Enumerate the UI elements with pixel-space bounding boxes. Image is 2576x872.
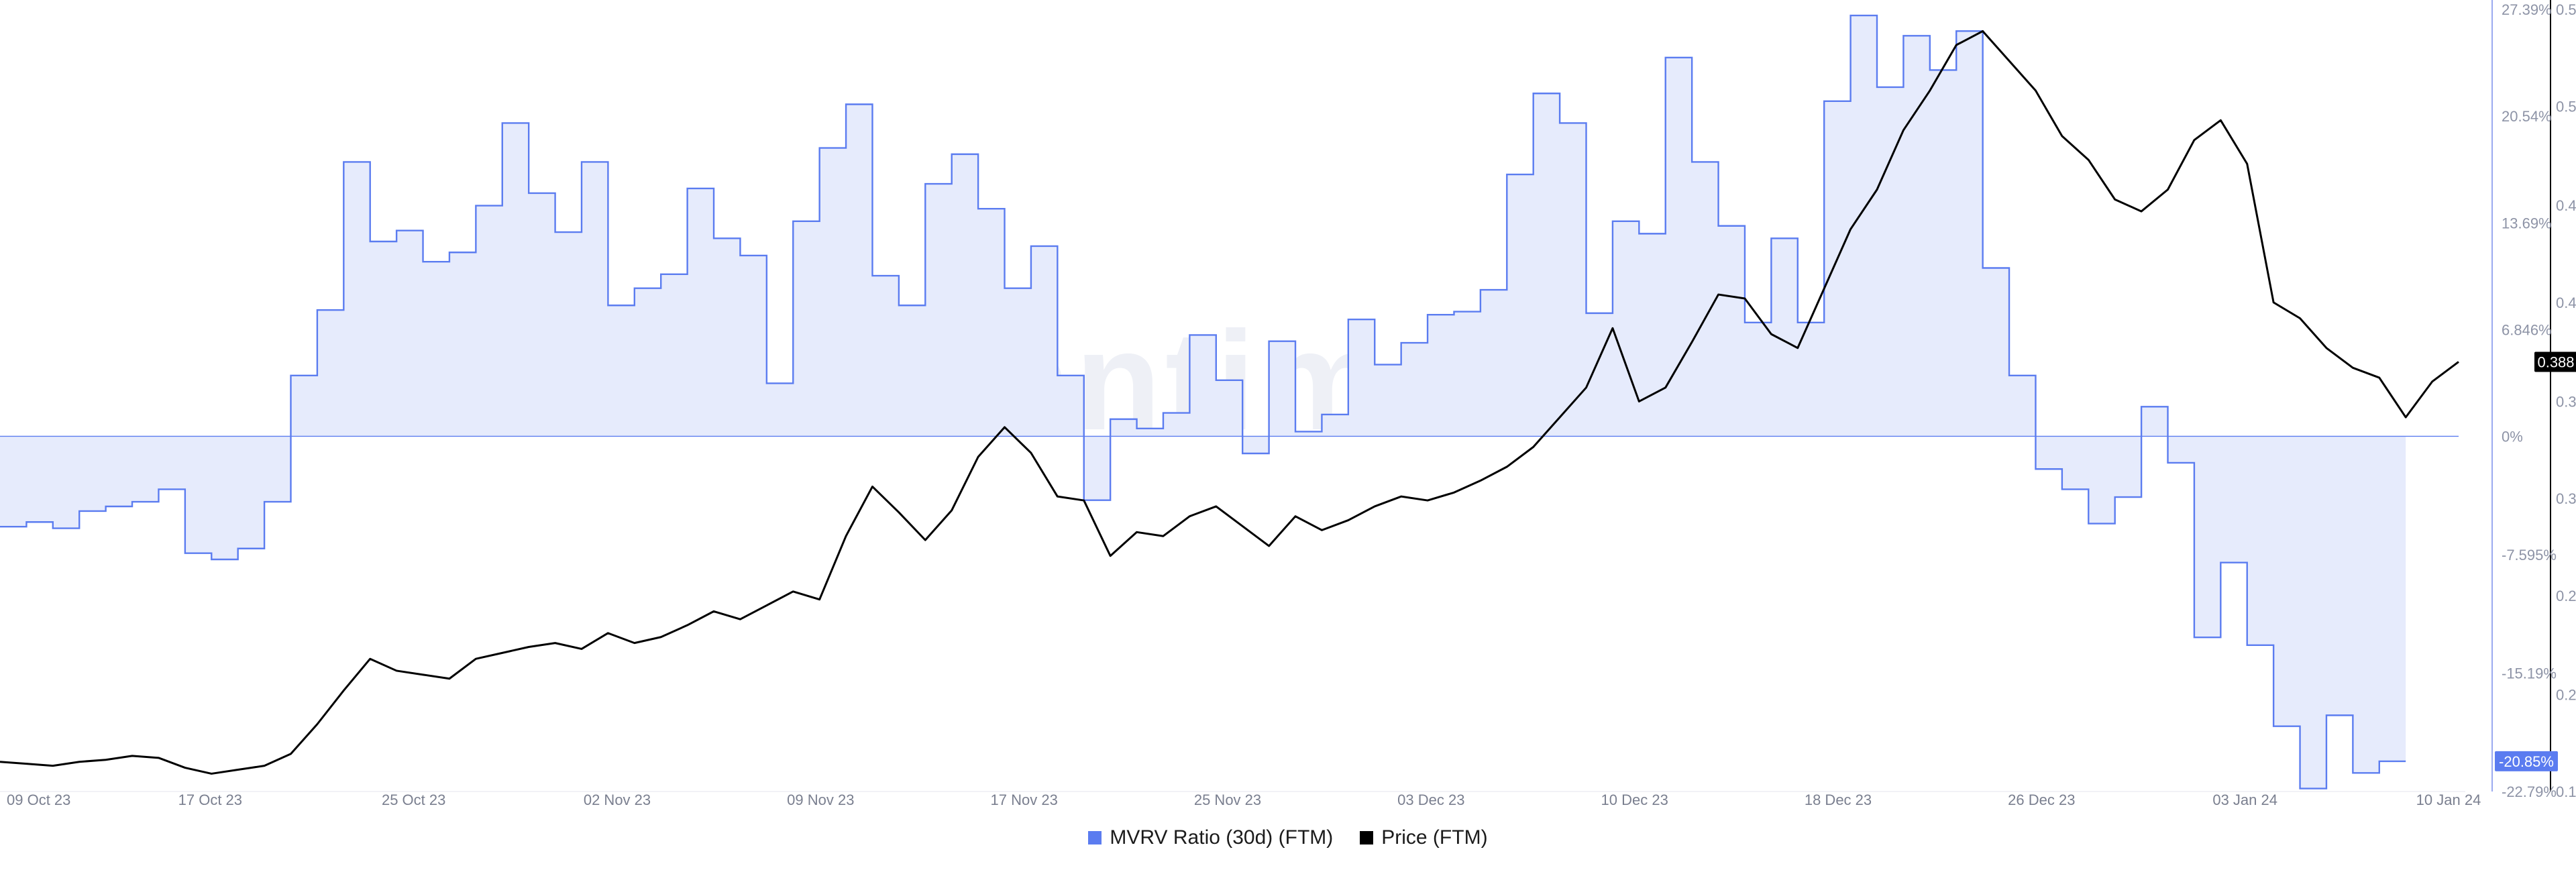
left-y-tick-label: -7.595% [2502, 547, 2557, 563]
left-y-tick-label: 20.54% [2502, 108, 2552, 125]
right-y-tick-label: 0.517 [2556, 99, 2576, 115]
right-y-tick-label: 0.418 [2556, 294, 2576, 311]
current-mvrv-label: -20.85% [2499, 753, 2554, 770]
left-y-tick-label: 6.846% [2502, 321, 2552, 338]
right-y-tick-label: 0.368 [2556, 393, 2576, 410]
legend-item-price[interactable]: Price (FTM) [1360, 826, 1488, 849]
current-price-label: 0.388 [2537, 353, 2574, 370]
current-mvrv-badge-bg [2495, 751, 2558, 771]
right-y-tick-label: 0.22 [2556, 686, 2576, 703]
left-y-tick-label: -22.79% [2502, 783, 2557, 800]
legend: MVRV Ratio (30d) (FTM) Price (FTM) [0, 826, 2576, 849]
legend-swatch-mvrv [1088, 831, 1102, 844]
legend-label-price: Price (FTM) [1381, 826, 1488, 849]
x-tick-label: 10 Jan 24 [2416, 792, 2481, 808]
x-tick-label: 03 Dec 23 [1397, 792, 1464, 808]
legend-swatch-price [1360, 831, 1374, 844]
mvrv-area-fill [0, 15, 2406, 789]
legend-label-mvrv: MVRV Ratio (30d) (FTM) [1110, 826, 1334, 849]
right-y-tick-label: 0.566 [2556, 1, 2576, 18]
price-line [0, 30, 2459, 775]
right-y-tick-label: 0.319 [2556, 490, 2576, 507]
x-tick-label: 25 Nov 23 [1194, 792, 1261, 808]
right-y-axis-ticks: 0.566 0.517 0.467 0.418 0.368 0.319 0.27 0.22 0.… [2556, 1, 2576, 800]
x-tick-label: 26 Dec 23 [2008, 792, 2075, 808]
left-y-axis-ticks: 27.39% 20.54% 13.69% 6.846% 0% -7.595% -15.19%… [2502, 1, 2557, 800]
mvrv-step-line [0, 14, 2406, 789]
mvrv-area-series [0, 14, 2406, 789]
x-tick-label: 02 Nov 23 [584, 792, 651, 808]
right-y-tick-label: 0.171 [2556, 783, 2576, 800]
left-y-tick-label: 0% [2502, 428, 2523, 445]
current-mvrv-badge: -20.85% [2495, 751, 2558, 771]
left-y-tick-label: 27.39% [2502, 1, 2552, 18]
price-line-series [0, 30, 2459, 775]
x-tick-label: 17 Nov 23 [991, 792, 1058, 808]
x-tick-label: 25 Oct 23 [382, 792, 445, 808]
x-tick-label: 09 Oct 23 [7, 792, 70, 808]
x-tick-label: 03 Jan 24 [2212, 792, 2277, 808]
right-y-tick-label: 0.27 [2556, 588, 2576, 604]
x-tick-label: 09 Nov 23 [787, 792, 854, 808]
x-tick-label: 17 Oct 23 [178, 792, 242, 808]
legend-item-mvrv[interactable]: MVRV Ratio (30d) (FTM) [1088, 826, 1333, 849]
left-y-tick-label: 13.69% [2502, 215, 2552, 231]
left-y-tick-label: -15.19% [2502, 665, 2557, 682]
current-price-badge-bg [2534, 351, 2576, 372]
current-price-badge: 0.388 [2534, 351, 2576, 372]
x-tick-label: 10 Dec 23 [1601, 792, 1668, 808]
right-y-tick-label: 0.467 [2556, 197, 2576, 214]
x-tick-label: 18 Dec 23 [1805, 792, 1872, 808]
x-axis-ticks: 09 Oct 23 17 Oct 23 25 Oct 23 02 Nov 23 09 N… [7, 792, 2481, 808]
